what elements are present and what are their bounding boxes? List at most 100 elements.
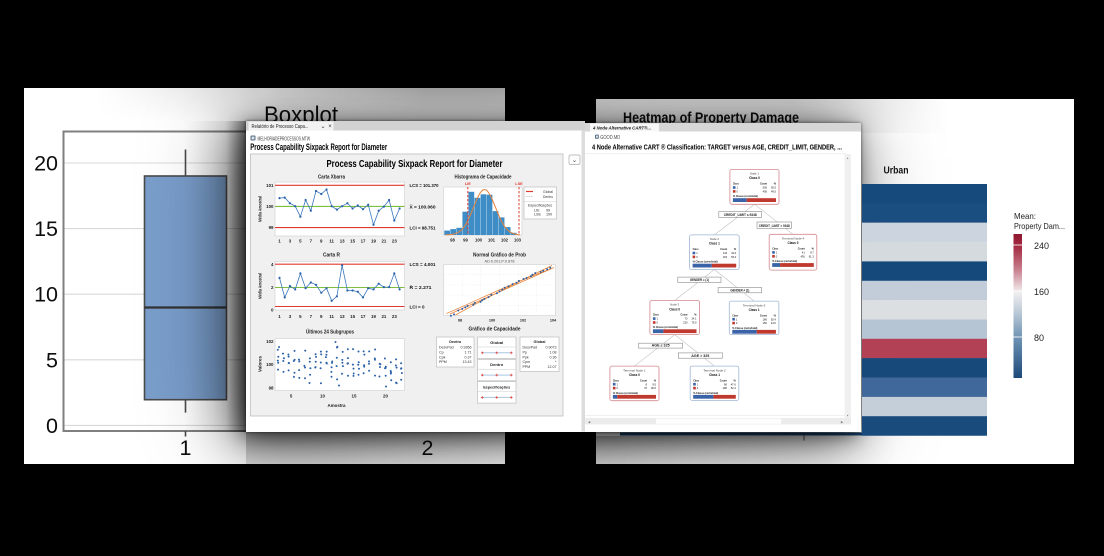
svg-text:Count: Count <box>760 313 767 317</box>
svg-text:99: 99 <box>268 225 273 230</box>
svg-text:Especificações: Especificações <box>483 384 511 389</box>
svg-text:GOOD.MD: GOOD.MD <box>600 135 620 141</box>
svg-text:98: 98 <box>724 382 727 386</box>
svg-text:Class 0: Class 0 <box>788 241 799 245</box>
svg-text:98: 98 <box>450 238 455 243</box>
svg-text:41: 41 <box>802 251 805 255</box>
svg-text:% Classe (certo/total): % Classe (certo/total) <box>772 260 797 263</box>
svg-text:Especificações: Especificações <box>528 203 552 208</box>
svg-text:5: 5 <box>299 314 302 319</box>
svg-text:220: 220 <box>683 321 688 325</box>
svg-text:×: × <box>328 124 332 130</box>
svg-text:LIE: LIE <box>464 181 470 186</box>
svg-text:102: 102 <box>501 238 509 243</box>
svg-text:Cpm: Cpm <box>522 360 530 364</box>
svg-text:%: % <box>694 313 697 317</box>
svg-text:◀: ◀ <box>588 420 591 424</box>
svg-text:Count: Count <box>798 247 805 251</box>
svg-text:13.43: 13.43 <box>462 360 471 364</box>
svg-text:LSE: LSE <box>534 213 542 217</box>
svg-text:99: 99 <box>546 208 550 212</box>
svg-text:1: 1 <box>696 251 698 255</box>
svg-text:5: 5 <box>46 348 58 372</box>
svg-text:Dentro: Dentro <box>449 339 462 344</box>
svg-text:Pp: Pp <box>522 350 526 354</box>
svg-text:⌄: ⌄ <box>320 124 325 130</box>
svg-text:% Classe (certo/total): % Classe (certo/total) <box>732 327 757 330</box>
svg-text:75.9: 75.9 <box>691 321 697 325</box>
svg-text:11: 11 <box>329 239 334 244</box>
svg-text:0: 0 <box>776 254 778 258</box>
svg-text:0: 0 <box>271 308 274 313</box>
svg-text:Cpk: Cpk <box>439 355 446 359</box>
svg-text:100: 100 <box>266 362 274 367</box>
svg-text:Class: Class <box>693 378 699 382</box>
svg-text:▲: ▲ <box>846 156 849 160</box>
svg-text:108: 108 <box>722 386 727 390</box>
svg-text:MELHORIADEPROCESSOS.MTW: MELHORIADEPROCESSOS.MTW <box>257 136 310 142</box>
svg-text:10: 10 <box>34 283 58 307</box>
svg-text:Node 1: Node 1 <box>750 172 760 176</box>
svg-text:Count: Count <box>720 247 727 251</box>
svg-text:Node 2: Node 2 <box>710 237 720 241</box>
svg-text:Class: Class <box>732 313 738 317</box>
svg-text:100: 100 <box>475 238 483 243</box>
svg-text:17: 17 <box>360 314 365 319</box>
svg-text:56.0: 56.0 <box>731 255 737 259</box>
svg-text:1.71: 1.71 <box>464 350 471 354</box>
svg-text:50.5: 50.5 <box>771 186 777 190</box>
svg-text:%: % <box>774 182 777 186</box>
svg-text:99: 99 <box>463 238 468 243</box>
svg-text:%: % <box>654 378 657 382</box>
svg-text:Class 1: Class 1 <box>709 242 720 246</box>
svg-text:70: 70 <box>685 317 688 321</box>
svg-text:Terminal Node 4: Terminal Node 4 <box>782 237 805 241</box>
svg-text:% Classe (certo/total): % Classe (certo/total) <box>693 392 718 395</box>
svg-text:24.1: 24.1 <box>691 317 697 321</box>
svg-text:52.4: 52.4 <box>731 386 737 390</box>
svg-text:GENDER = (1): GENDER = (1) <box>690 278 709 282</box>
svg-text:0.9366: 0.9366 <box>460 346 471 350</box>
svg-text:436: 436 <box>800 254 805 258</box>
svg-text:142: 142 <box>723 251 728 255</box>
svg-text:7: 7 <box>309 239 312 244</box>
svg-text:Normal Gráfico de Prob: Normal Gráfico de Prob <box>473 253 526 259</box>
svg-text:Mean:: Mean: <box>1014 211 1036 221</box>
svg-text:%: % <box>734 247 737 251</box>
svg-text:CREDIT_LIMIT > 9348: CREDIT_LIMIT > 9348 <box>759 224 790 228</box>
svg-text:4 Node Alternative CART®...: 4 Node Alternative CART®... <box>592 124 651 131</box>
svg-text:91.3: 91.3 <box>809 254 815 258</box>
svg-text:495: 495 <box>763 190 768 194</box>
svg-text:5: 5 <box>289 394 292 399</box>
svg-text:Últimos 24 Subgrupos: Últimos 24 Subgrupos <box>306 329 354 336</box>
svg-text:Count: Count <box>720 378 727 382</box>
svg-text:17: 17 <box>360 239 365 244</box>
svg-text:Ppk: Ppk <box>522 355 528 359</box>
svg-text:Amostra: Amostra <box>327 403 345 409</box>
svg-text:Class 0: Class 0 <box>629 373 640 377</box>
svg-text:1: 1 <box>278 239 281 244</box>
svg-text:0: 0 <box>657 321 659 325</box>
svg-text:23: 23 <box>391 314 396 319</box>
svg-text:LCS = 4.001: LCS = 4.001 <box>409 262 435 267</box>
svg-text:Urban: Urban <box>884 165 909 177</box>
svg-text:▶: ▶ <box>841 420 844 424</box>
svg-text:LSE: LSE <box>515 181 523 186</box>
svg-text:Carta Xbarra: Carta Xbarra <box>318 175 345 181</box>
svg-text:% Classe (certo/total): % Classe (certo/total) <box>653 326 678 329</box>
svg-text:GENDER ≠ (1): GENDER ≠ (1) <box>730 288 749 292</box>
svg-text:13: 13 <box>339 239 344 244</box>
svg-text:0: 0 <box>617 386 619 390</box>
svg-text:PPM: PPM <box>522 365 530 369</box>
svg-text:9: 9 <box>320 239 323 244</box>
svg-text:Class: Class <box>733 182 739 186</box>
svg-text:0: 0 <box>697 386 699 390</box>
svg-text:4 Node Alternative CART ® Clas: 4 Node Alternative CART ® Classification… <box>592 142 842 151</box>
svg-text:11: 11 <box>329 314 334 319</box>
svg-text:0: 0 <box>46 414 58 438</box>
svg-text:1: 1 <box>737 186 739 190</box>
svg-text:2: 2 <box>271 285 274 290</box>
svg-text:Dentro: Dentro <box>543 194 553 199</box>
svg-text:Count: Count <box>640 378 647 382</box>
svg-text:Class 0: Class 0 <box>749 176 760 180</box>
